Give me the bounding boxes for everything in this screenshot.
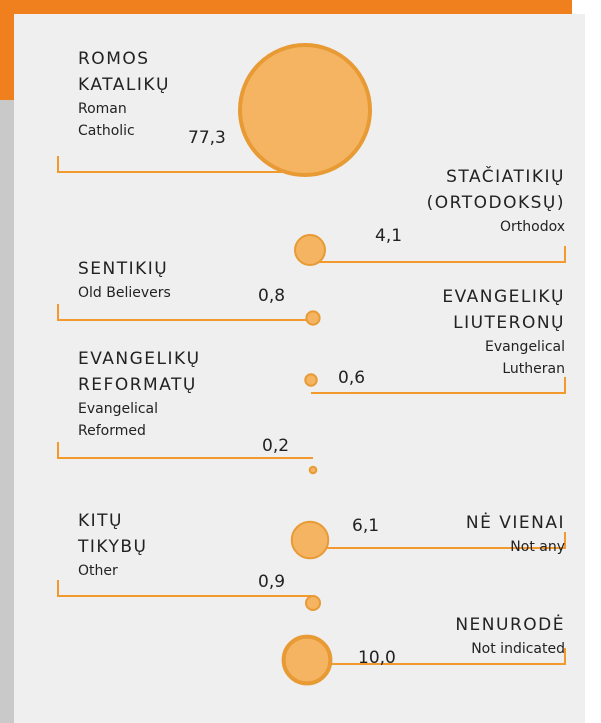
category-name: EVANGELIKŲ LIUTERONŲ bbox=[442, 284, 565, 336]
category-name-en: Orthodox bbox=[305, 216, 565, 238]
infographic: ROMOS KATALIKŲRoman Catholic 77,3 STAČIATI… bbox=[0, 0, 601, 723]
value-label: 0,9 bbox=[258, 572, 285, 592]
connector bbox=[58, 304, 313, 320]
category-name: STAČIATIKIŲ (ORTODOKSŲ) bbox=[427, 164, 565, 216]
category-name: SENTIKIŲ bbox=[78, 256, 171, 282]
category-name-en: Evangelical Lutheran bbox=[485, 336, 565, 380]
bubble bbox=[310, 467, 317, 474]
category-name-en: Evangelical Reformed bbox=[78, 398, 158, 442]
category-name-en: Not any bbox=[305, 536, 565, 558]
category-name-en: Other bbox=[78, 560, 147, 582]
value-label: 6,1 bbox=[352, 516, 379, 536]
bubble bbox=[240, 45, 370, 175]
category-name: KITŲ TIKYBŲ bbox=[78, 508, 147, 560]
category-name: NENURODĖ bbox=[305, 612, 565, 638]
bubble bbox=[295, 235, 325, 265]
category-name: EVANGELIKŲ REFORMATŲ bbox=[78, 346, 201, 398]
category-name-en: Roman Catholic bbox=[78, 98, 135, 142]
value-label: 0,2 bbox=[262, 436, 289, 456]
value-label: 77,3 bbox=[188, 128, 226, 148]
value-label: 0,8 bbox=[258, 286, 285, 306]
connector bbox=[310, 246, 565, 262]
value-label: 4,1 bbox=[375, 226, 402, 246]
value-label: 10,0 bbox=[358, 648, 396, 668]
category-name: NĖ VIENAI bbox=[305, 510, 565, 536]
category-name-en: Old Believers bbox=[78, 282, 171, 304]
value-label: 0,6 bbox=[338, 368, 365, 388]
category-name-en: Not indicated bbox=[305, 638, 565, 660]
bubble bbox=[306, 596, 320, 610]
category-name: ROMOS KATALIKŲ bbox=[78, 46, 170, 98]
label-block: STAČIATIKIŲ (ORTODOKSŲ)Orthodox bbox=[305, 164, 565, 238]
